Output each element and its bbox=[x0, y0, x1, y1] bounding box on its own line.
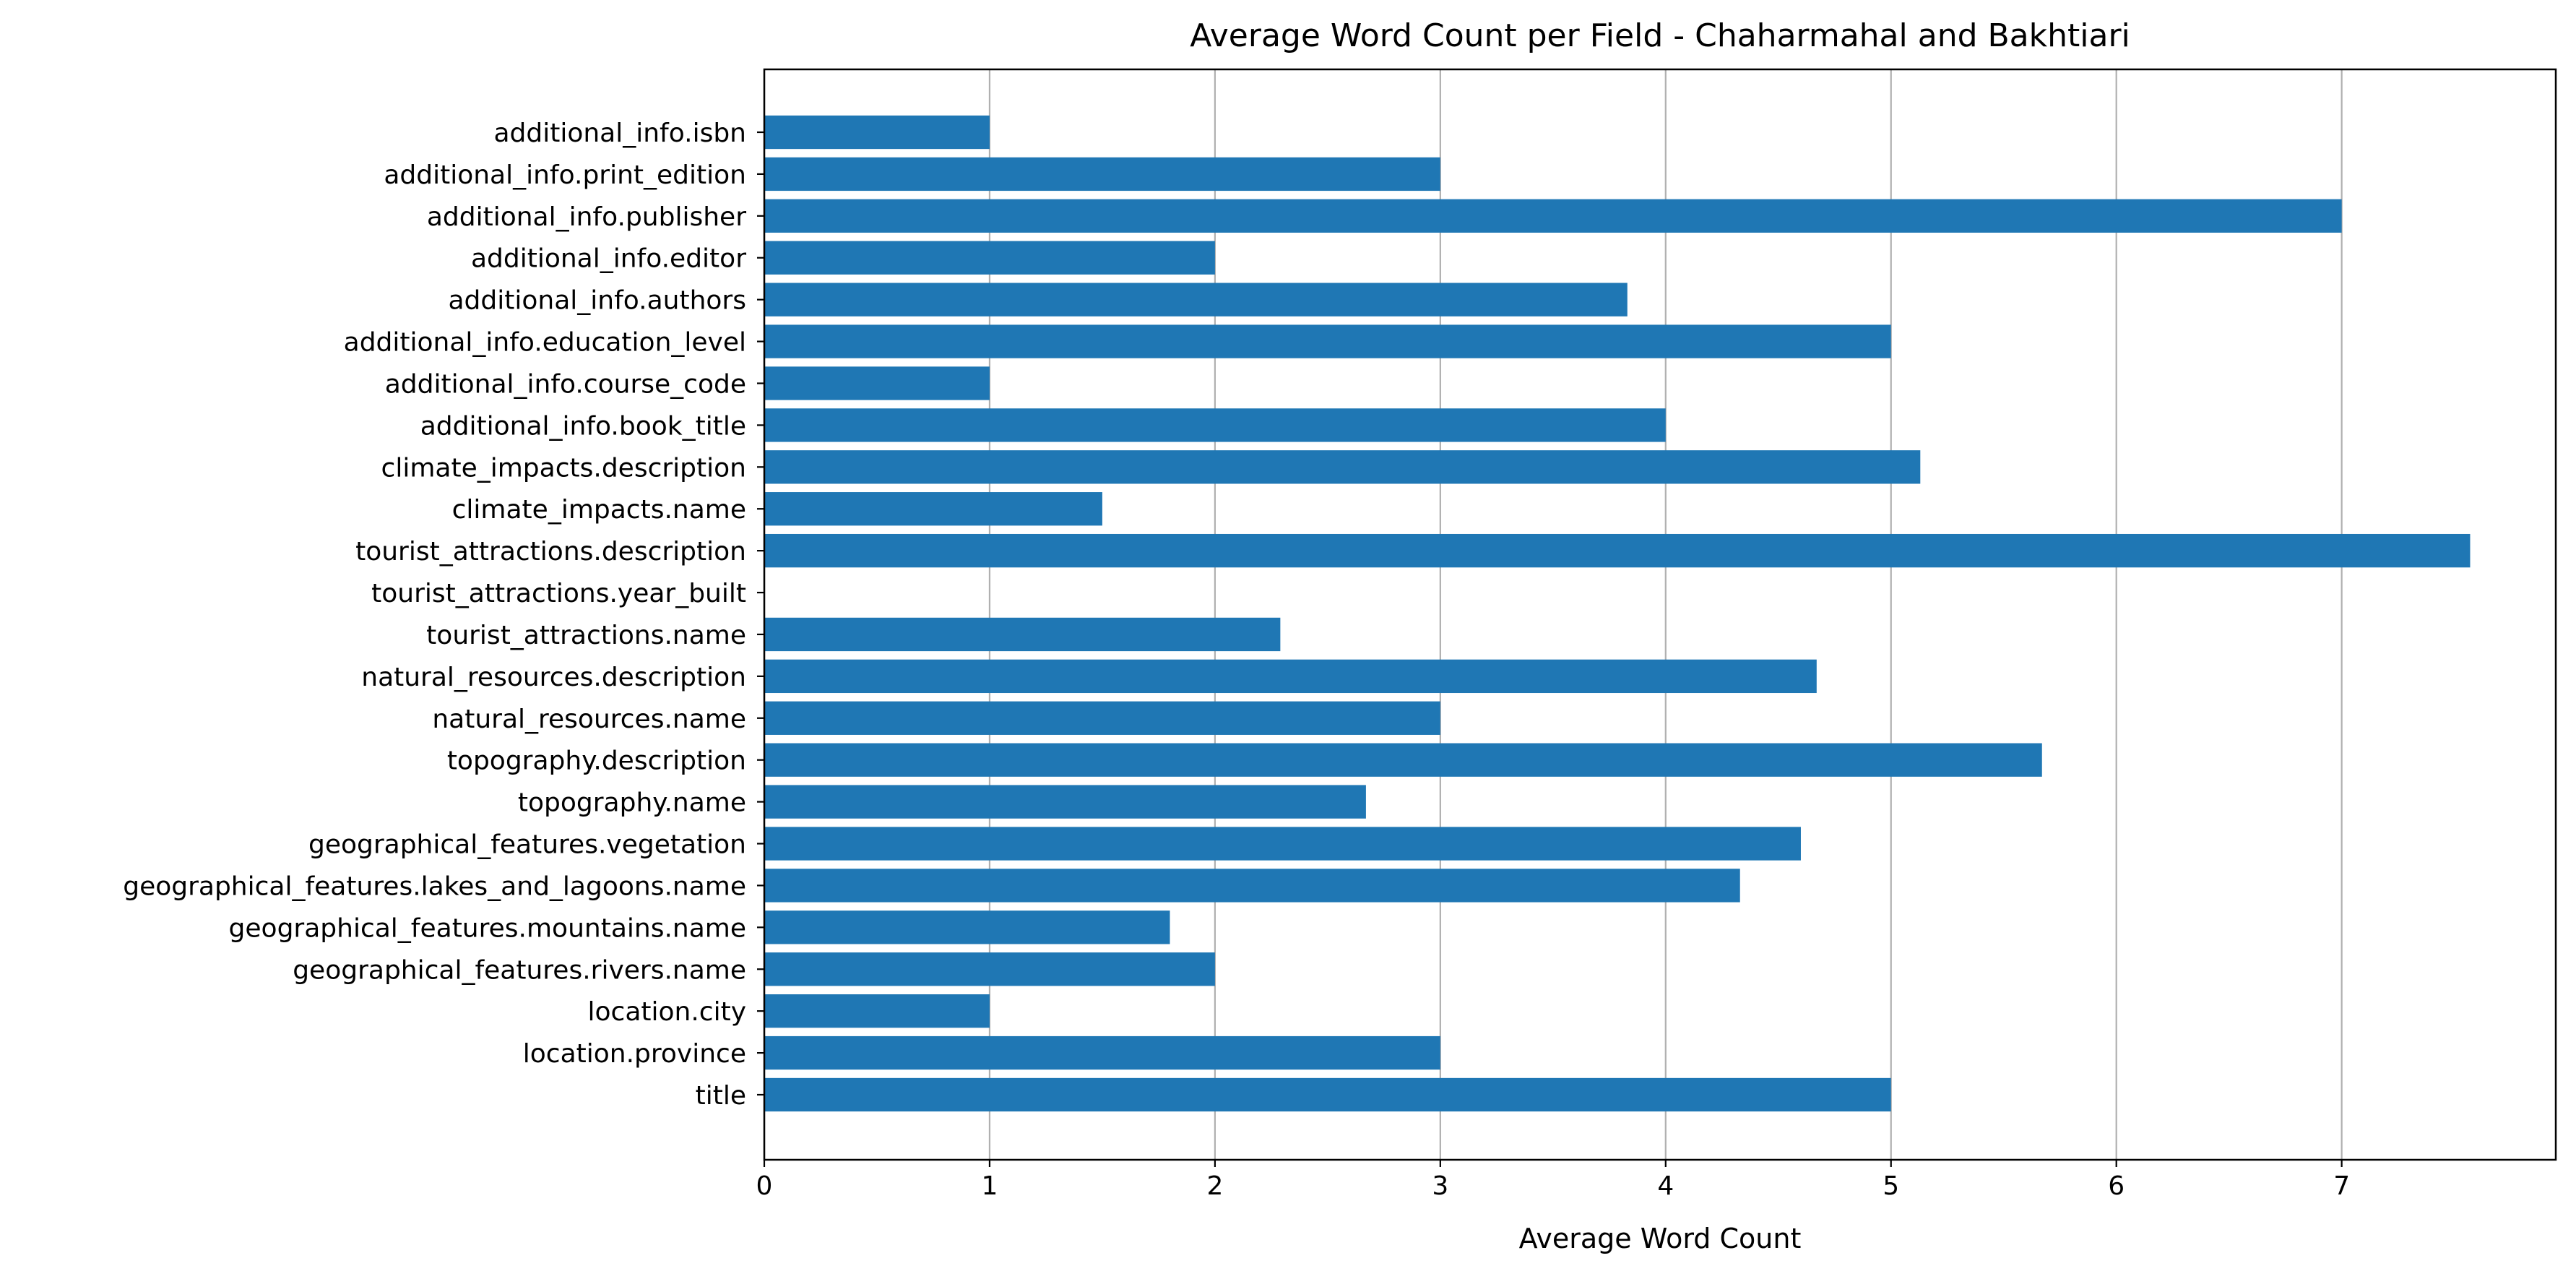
bar bbox=[764, 827, 1801, 861]
bar bbox=[764, 408, 1666, 442]
y-tick-label: additional_info.editor bbox=[471, 244, 746, 274]
bar bbox=[764, 952, 1215, 986]
y-tick-label: additional_info.education_level bbox=[344, 328, 746, 358]
y-tick-label: tourist_attractions.description bbox=[355, 537, 746, 567]
x-tick-label: 7 bbox=[2333, 1171, 2350, 1201]
bar bbox=[764, 910, 1170, 944]
y-tick-label: geographical_features.rivers.name bbox=[293, 955, 746, 985]
x-tick-label: 4 bbox=[1657, 1171, 1674, 1201]
bar bbox=[764, 283, 1628, 316]
y-tick-label: additional_info.book_title bbox=[420, 411, 746, 441]
y-tick-label: topography.description bbox=[447, 746, 746, 776]
bar bbox=[764, 492, 1102, 526]
bar bbox=[764, 115, 990, 150]
bar bbox=[764, 366, 990, 400]
y-tick-label: additional_info.print_edition bbox=[384, 160, 746, 190]
bar bbox=[764, 994, 990, 1028]
y-tick-label: additional_info.course_code bbox=[385, 369, 746, 399]
bar bbox=[764, 324, 1891, 358]
bar bbox=[764, 1035, 1440, 1070]
bar bbox=[764, 743, 2042, 777]
x-tick-label: 5 bbox=[1883, 1171, 1899, 1201]
bar bbox=[764, 157, 1440, 191]
y-tick-label: geographical_features.mountains.name bbox=[229, 913, 746, 943]
y-tick-label: climate_impacts.name bbox=[452, 495, 746, 525]
x-tick-label: 6 bbox=[2108, 1171, 2125, 1201]
bar bbox=[764, 617, 1281, 652]
y-tick-label: additional_info.isbn bbox=[493, 119, 746, 148]
gridlines bbox=[763, 69, 2343, 1160]
bars bbox=[764, 115, 2471, 1112]
y-tick-label: tourist_attractions.year_built bbox=[371, 579, 746, 608]
x-tick-label: 1 bbox=[981, 1171, 998, 1201]
y-axis-ticks: title location.province location.city geogr… bbox=[123, 119, 764, 1111]
x-tick-label: 2 bbox=[1206, 1171, 1223, 1201]
bar bbox=[764, 533, 2471, 568]
bar bbox=[764, 659, 1817, 694]
y-tick-label: additional_info.authors bbox=[448, 286, 746, 316]
y-tick-label: tourist_attractions.name bbox=[426, 621, 746, 650]
y-tick-label: natural_resources.name bbox=[432, 705, 746, 734]
y-tick-label: natural_resources.description bbox=[361, 663, 746, 692]
x-axis-label: Average Word Count bbox=[1519, 1223, 1802, 1254]
y-tick-label: additional_info.publisher bbox=[427, 202, 746, 232]
bar bbox=[764, 1077, 1891, 1112]
y-tick-label: title bbox=[696, 1081, 746, 1111]
y-tick-label: geographical_features.lakes_and_lagoons.… bbox=[123, 871, 746, 901]
bar bbox=[764, 241, 1215, 275]
bar bbox=[764, 450, 1921, 484]
y-tick-label: location.city bbox=[588, 997, 747, 1027]
x-tick-label: 0 bbox=[756, 1171, 773, 1201]
y-tick-label: topography.name bbox=[518, 788, 746, 818]
y-tick-label: geographical_features.vegetation bbox=[308, 830, 746, 860]
bar bbox=[764, 785, 1366, 819]
chart-title: Average Word Count per Field - Chaharmah… bbox=[1190, 17, 2130, 54]
plot-frame bbox=[763, 68, 2557, 1161]
bar bbox=[764, 869, 1740, 903]
bar bbox=[764, 199, 2342, 233]
bar bbox=[764, 701, 1440, 735]
y-tick-label: location.province bbox=[523, 1039, 746, 1069]
x-tick-label: 3 bbox=[1432, 1171, 1448, 1201]
x-axis-ticks: 0 1 2 3 4 5 6 7 bbox=[756, 1160, 2350, 1201]
y-tick-label: climate_impacts.description bbox=[381, 453, 746, 483]
